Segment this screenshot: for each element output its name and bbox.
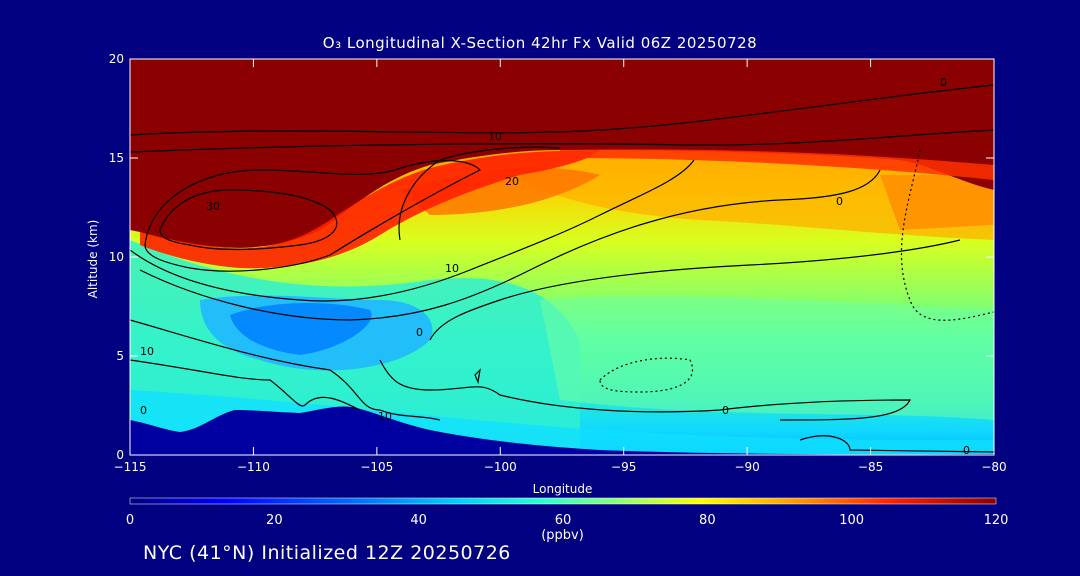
y-tick-label: 20: [109, 52, 124, 66]
x-tick-label: −115: [114, 460, 147, 474]
contour-label: 20: [505, 175, 519, 188]
x-tick-label: −90: [734, 460, 759, 474]
colorbar: [129, 497, 997, 505]
colorbar-ticks: 0 20 40 60 80 100 120: [126, 513, 1009, 528]
x-tick-label: −95: [611, 460, 636, 474]
colorbar-unit-label: (ppbv): [541, 528, 584, 543]
y-tick-label: 15: [109, 151, 124, 165]
contour-label: 10: [140, 345, 154, 358]
contour-label: 30: [206, 200, 220, 213]
x-tick-label: −105: [360, 460, 393, 474]
ozone-field: [130, 59, 994, 455]
y-tick-label: 0: [116, 448, 124, 462]
contour-label: 0: [722, 404, 729, 417]
x-tick-label: −80: [981, 460, 1006, 474]
y-tick-label: 10: [109, 250, 124, 264]
negative-contours: [599, 149, 994, 393]
y-tick-label: 5: [116, 349, 124, 363]
contour-label: 10: [378, 410, 392, 423]
contour-label: 0: [416, 326, 423, 339]
axes: −115 −110 −105 −100 −95 −90 −85 −80 0 5 10 15 20: [109, 52, 1007, 474]
footer-text: NYC (41°N) Initialized 12Z 20250726: [143, 542, 511, 564]
contour-label: 0: [940, 76, 947, 89]
contour-label: 10: [488, 130, 502, 143]
chart-title: O₃ Longitudinal X-Section 42hr Fx Valid …: [322, 34, 758, 52]
colorbar-tick-label: 120: [984, 513, 1009, 528]
contour-labels: 30 20 10 10 10 10 0 0 0 0 0 0: [140, 76, 970, 457]
colorbar-tick-label: 60: [555, 513, 572, 528]
x-tick-label: −85: [858, 460, 883, 474]
contour-lines: [130, 84, 994, 453]
x-tick-label: −100: [484, 460, 517, 474]
colorbar-tick-label: 100: [839, 513, 864, 528]
contour-label: 0: [836, 195, 843, 208]
colorbar-tick-label: 40: [410, 513, 427, 528]
contour-label: 0: [140, 404, 147, 417]
x-tick-label: −110: [237, 460, 270, 474]
colorbar-tick-label: 0: [126, 513, 134, 528]
colorbar-tick-label: 80: [699, 513, 716, 528]
contour-label: 0: [963, 444, 970, 457]
contour-label: 10: [445, 262, 459, 275]
x-axis-label: Longitude: [532, 482, 593, 496]
colorbar-tick-label: 20: [266, 513, 283, 528]
